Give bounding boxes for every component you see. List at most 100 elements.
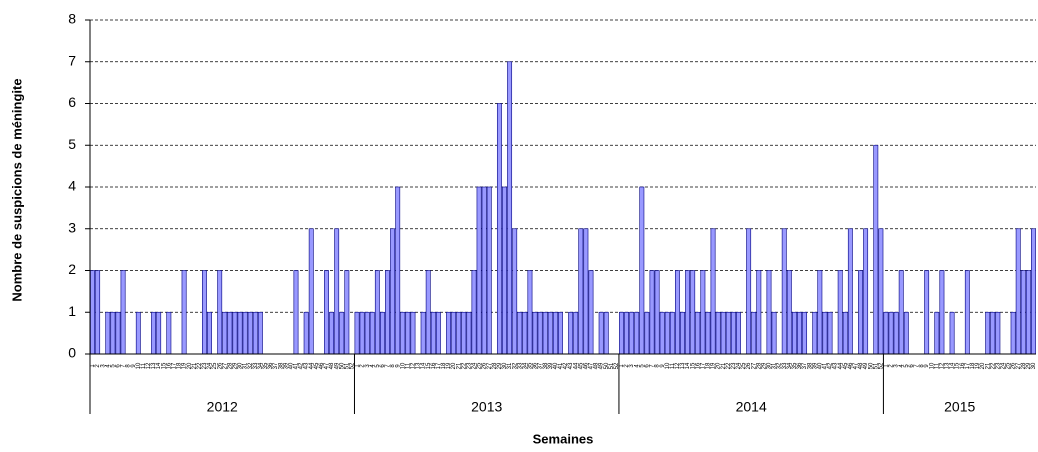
x-tick-label: 13 — [416, 362, 422, 369]
bar — [339, 311, 345, 355]
bar — [115, 311, 121, 355]
x-tick-label: 48 — [594, 362, 600, 369]
x-tick-label: 5 — [375, 364, 381, 368]
x-tick-label: 6 — [644, 364, 650, 368]
x-tick-label: 47 — [589, 362, 595, 369]
x-tick-label: 28 — [227, 362, 233, 369]
x-tick-label: 9 — [924, 364, 930, 368]
bar — [446, 311, 452, 355]
bar — [827, 311, 833, 355]
x-tick-label: 23 — [466, 362, 472, 369]
bar — [502, 186, 507, 355]
x-tick-label: 5 — [904, 364, 910, 368]
x-tick-label: 51 — [609, 362, 615, 369]
x-tick-label: 49 — [334, 362, 340, 369]
bar — [934, 311, 940, 355]
bar — [568, 311, 574, 355]
x-tick-label: 21 — [985, 362, 991, 369]
x-tick-label: 7 — [650, 364, 656, 368]
y-tick-label: 5 — [68, 136, 76, 152]
x-tick-label: 3 — [629, 364, 635, 368]
x-tick-label: 35 — [263, 362, 269, 369]
bar — [603, 311, 609, 355]
x-tick-label: 5 — [639, 364, 645, 368]
x-tick-label: 7 — [385, 364, 391, 368]
x-tick-label: 27 — [751, 362, 757, 369]
x-tick-label: 8 — [126, 364, 132, 368]
x-tick-label: 11 — [670, 362, 676, 369]
bar — [659, 311, 665, 355]
x-tick-label: 49 — [863, 362, 869, 369]
y-tick-label: 8 — [68, 11, 76, 27]
bar — [583, 228, 589, 355]
bar — [812, 311, 818, 355]
x-tick-label: 17 — [700, 362, 706, 369]
x-tick-label: 37 — [538, 362, 544, 369]
x-tick-label: 52 — [350, 362, 356, 369]
bar — [466, 311, 472, 355]
x-tick-label: 4 — [899, 364, 905, 368]
x-tick-label: 29 — [497, 362, 503, 369]
bar — [486, 186, 492, 355]
x-tick-label: 12 — [146, 362, 152, 369]
x-tick-label: 15 — [690, 362, 696, 369]
x-tick-label: 19 — [182, 362, 188, 369]
x-tick-label: 30 — [502, 362, 508, 369]
bar — [842, 311, 848, 355]
bar — [435, 311, 441, 355]
x-tick-label: 41 — [558, 362, 564, 369]
x-tick-label: 22 — [990, 362, 996, 369]
x-tick-label: 47 — [853, 362, 859, 369]
x-tick-label: 24 — [736, 362, 742, 369]
bar — [664, 311, 670, 355]
bar — [964, 270, 970, 355]
x-tick-label: 35 — [792, 362, 798, 369]
x-tick-label: 31 — [243, 362, 249, 369]
bar — [639, 186, 645, 355]
bar — [110, 311, 116, 355]
bar — [893, 311, 899, 355]
x-tick-label: 2 — [889, 364, 895, 368]
x-tick-label: 12 — [675, 362, 681, 369]
bar — [649, 270, 655, 355]
x-tick-label: 30 — [1031, 362, 1037, 369]
bar — [990, 311, 996, 355]
bar — [674, 270, 680, 355]
x-tick-label: 35 — [528, 362, 534, 369]
x-tick-label: 9 — [660, 364, 666, 368]
x-tick-label: 13 — [151, 362, 157, 369]
x-tick-label: 45 — [843, 362, 849, 369]
x-tick-label: 32 — [248, 362, 254, 369]
x-tick-label: 40 — [817, 362, 823, 369]
y-tick-label: 1 — [68, 303, 76, 319]
x-tick-label: 8 — [390, 364, 396, 368]
bar — [736, 311, 741, 355]
bar — [420, 311, 426, 355]
bar — [547, 311, 553, 355]
bar — [669, 311, 675, 355]
bar — [324, 270, 329, 355]
x-tick-label: 25 — [741, 362, 747, 369]
bar — [588, 270, 594, 355]
x-tick-label: 21 — [456, 362, 462, 369]
bar — [822, 311, 828, 355]
bar — [537, 311, 543, 355]
x-tick-label: 18 — [177, 362, 183, 369]
x-tick-label: 34 — [787, 362, 793, 369]
bar — [247, 311, 253, 355]
x-tick-label: 42 — [299, 362, 305, 369]
group-label: 2015 — [944, 399, 975, 415]
x-tick-label: 33 — [253, 362, 259, 369]
bar — [135, 311, 141, 355]
bar — [654, 270, 660, 355]
bar — [257, 311, 263, 355]
x-tick-label: 39 — [548, 362, 554, 369]
bar — [293, 270, 299, 355]
x-tick-label: 42 — [828, 362, 834, 369]
bar — [308, 228, 314, 355]
x-tick-label: 49 — [599, 362, 605, 369]
bar — [573, 311, 579, 355]
x-tick-label: 40 — [553, 362, 559, 369]
x-tick-label: 33 — [517, 362, 523, 369]
